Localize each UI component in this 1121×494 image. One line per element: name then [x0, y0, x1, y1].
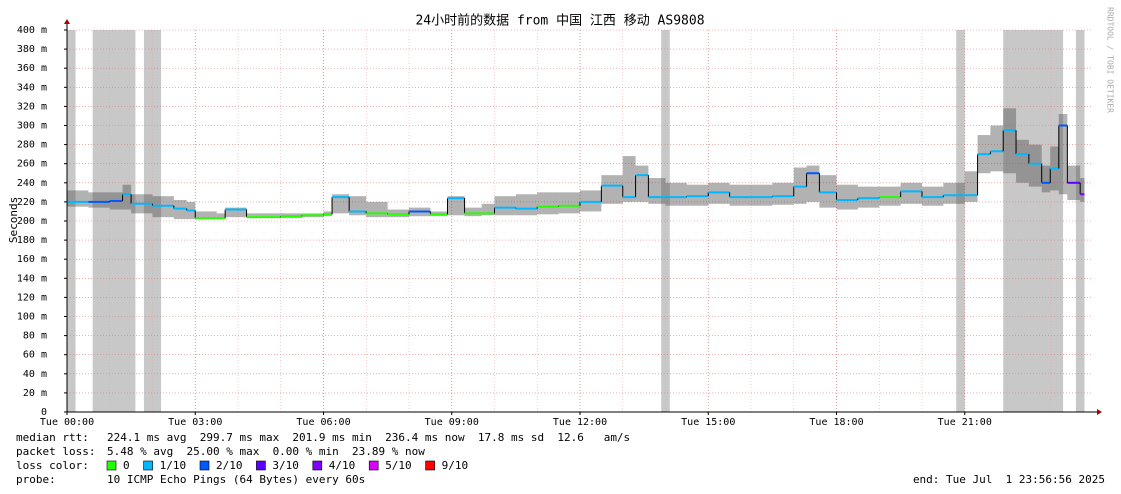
probe-text: 10 ICMP Echo Pings (64 Bytes) every 60s: [107, 473, 365, 486]
loss-band: [956, 30, 965, 412]
smoke: [665, 182, 687, 206]
smoke: [332, 194, 350, 214]
y-tick-label: 120 m: [17, 292, 47, 303]
smoke: [601, 175, 623, 204]
smoke: [648, 178, 666, 204]
smoke: [772, 182, 794, 205]
loss-band: [92, 30, 136, 412]
smoke: [447, 196, 465, 216]
y-tick-label: 80 m: [23, 331, 47, 342]
smoke: [225, 207, 247, 218]
y-tick-label: 280 m: [17, 140, 47, 151]
y-tick-label: 300 m: [17, 121, 47, 132]
axis-arrow: [1097, 409, 1102, 415]
y-tick-label: 400 m: [17, 25, 47, 36]
smoke: [1080, 178, 1085, 202]
x-tick-label: Tue 03:00: [168, 417, 222, 428]
y-tick-label: 160 m: [17, 254, 47, 265]
smoke: [1041, 165, 1051, 193]
smoke: [622, 156, 636, 202]
legend-swatch: [106, 460, 117, 471]
x-tick-label: Tue 18:00: [809, 417, 863, 428]
stats-text: 5.48 % avg 25.00 % max 0.00 % min 23.89 …: [107, 445, 425, 458]
y-tick-label: 0: [41, 407, 47, 418]
y-axis-label: Seconds: [7, 197, 20, 243]
legend-swatch: [312, 460, 323, 471]
smoke: [900, 182, 922, 204]
legend-label: 1/10: [160, 459, 187, 472]
smoke: [558, 192, 580, 214]
legend-label: 3/10: [272, 459, 299, 472]
smoke: [246, 213, 281, 219]
smoke: [1028, 144, 1042, 187]
legend-swatch: [256, 460, 266, 471]
legend-label: 0: [123, 459, 130, 472]
x-tick-label: Tue 00:00: [40, 417, 94, 428]
smoke: [1016, 139, 1029, 183]
smoke: [729, 184, 751, 206]
smoke: [481, 203, 495, 216]
smoke: [990, 125, 1004, 172]
stats-text: 224.1 ms avg 299.7 ms max 201.9 ms min 2…: [107, 431, 630, 444]
legend-swatch: [425, 460, 435, 471]
end-time: end: Tue Jul 1 23:56:56 2025: [913, 473, 1105, 486]
y-tick-label: 360 m: [17, 63, 47, 74]
smoke: [943, 182, 965, 204]
chart-title: 24小时前的数据 from 中国 江西 移动 AS9808: [415, 13, 704, 29]
smoke: [195, 211, 217, 220]
smoke: [464, 207, 482, 217]
probe-label: probe:: [16, 473, 56, 486]
legend-label: 9/10: [442, 459, 469, 472]
legend-swatch: [199, 460, 210, 471]
smoke: [537, 192, 559, 215]
x-tick-label: Tue 15:00: [681, 417, 735, 428]
y-tick-label: 20 m: [23, 388, 47, 399]
y-tick-label: 240 m: [17, 178, 47, 189]
smoke: [836, 184, 858, 210]
x-tick-label: Tue 21:00: [938, 417, 992, 428]
loss-band: [67, 30, 76, 412]
x-tick-label: Tue 06:00: [296, 417, 350, 428]
smoke: [751, 184, 773, 206]
y-tick-label: 180 m: [17, 235, 47, 246]
stats-label: median rtt:: [16, 431, 89, 444]
loss-band: [661, 30, 670, 412]
y-tick-label: 320 m: [17, 101, 47, 112]
x-tick-label: Tue 12:00: [553, 417, 607, 428]
loss-band: [1075, 30, 1085, 412]
stats-label: packet loss:: [16, 445, 95, 458]
smoke: [67, 190, 89, 207]
smoke: [1058, 114, 1068, 195]
watermark: RRDTOOL / TOBI OETIKER: [1106, 7, 1115, 113]
smoke: [366, 201, 388, 218]
axis-arrow: [64, 19, 70, 24]
legend-label: 2/10: [216, 459, 243, 472]
legend-label: 4/10: [329, 459, 356, 472]
smoke: [806, 165, 820, 202]
y-tick-label: 260 m: [17, 159, 47, 170]
smoke: [964, 171, 978, 202]
smoke: [515, 194, 538, 216]
legend-swatch: [143, 460, 153, 471]
smoke: [122, 184, 132, 210]
y-tick-label: 40 m: [23, 369, 47, 380]
smoke: [88, 192, 110, 208]
y-tick-label: 220 m: [17, 197, 47, 208]
smoke: [1003, 108, 1017, 174]
smoke: [216, 213, 226, 220]
y-tick-label: 340 m: [17, 82, 47, 93]
legend-title: loss color:: [16, 459, 89, 472]
smoke: [635, 165, 649, 202]
y-tick-label: 140 m: [17, 273, 47, 284]
legend-swatch: [368, 460, 379, 471]
y-tick-label: 100 m: [17, 312, 47, 323]
smoke: [494, 196, 516, 216]
y-tick-label: 380 m: [17, 44, 47, 55]
y-tick-label: 60 m: [23, 350, 47, 361]
x-tick-label: Tue 09:00: [425, 417, 479, 428]
y-tick-label: 200 m: [17, 216, 47, 227]
legend-label: 5/10: [385, 459, 412, 472]
